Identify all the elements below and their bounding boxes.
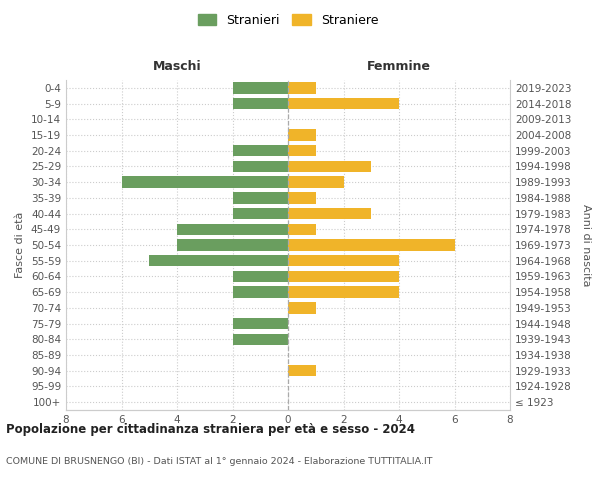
- Bar: [149, 255, 288, 266]
- Bar: [288, 224, 316, 235]
- Bar: [288, 98, 399, 109]
- Bar: [288, 145, 316, 156]
- Bar: [288, 302, 316, 314]
- Bar: [288, 255, 399, 266]
- Legend: Stranieri, Straniere: Stranieri, Straniere: [193, 8, 383, 32]
- Bar: [233, 145, 288, 156]
- Text: Femmine: Femmine: [367, 60, 431, 72]
- Y-axis label: Anni di nascita: Anni di nascita: [581, 204, 591, 286]
- Bar: [233, 208, 288, 219]
- Bar: [288, 240, 455, 250]
- Bar: [233, 286, 288, 298]
- Bar: [288, 176, 343, 188]
- Bar: [288, 271, 399, 282]
- Bar: [288, 192, 316, 203]
- Bar: [288, 161, 371, 172]
- Bar: [233, 98, 288, 109]
- Bar: [288, 82, 316, 94]
- Y-axis label: Fasce di età: Fasce di età: [16, 212, 25, 278]
- Bar: [288, 365, 316, 376]
- Bar: [233, 192, 288, 203]
- Bar: [121, 176, 288, 188]
- Bar: [288, 286, 399, 298]
- Bar: [233, 334, 288, 345]
- Bar: [288, 208, 371, 219]
- Bar: [233, 82, 288, 94]
- Bar: [233, 318, 288, 329]
- Bar: [177, 240, 288, 250]
- Text: Maschi: Maschi: [152, 60, 202, 72]
- Bar: [233, 271, 288, 282]
- Bar: [177, 224, 288, 235]
- Text: COMUNE DI BRUSNENGO (BI) - Dati ISTAT al 1° gennaio 2024 - Elaborazione TUTTITAL: COMUNE DI BRUSNENGO (BI) - Dati ISTAT al…: [6, 458, 433, 466]
- Bar: [288, 130, 316, 140]
- Text: Popolazione per cittadinanza straniera per età e sesso - 2024: Popolazione per cittadinanza straniera p…: [6, 422, 415, 436]
- Bar: [233, 161, 288, 172]
